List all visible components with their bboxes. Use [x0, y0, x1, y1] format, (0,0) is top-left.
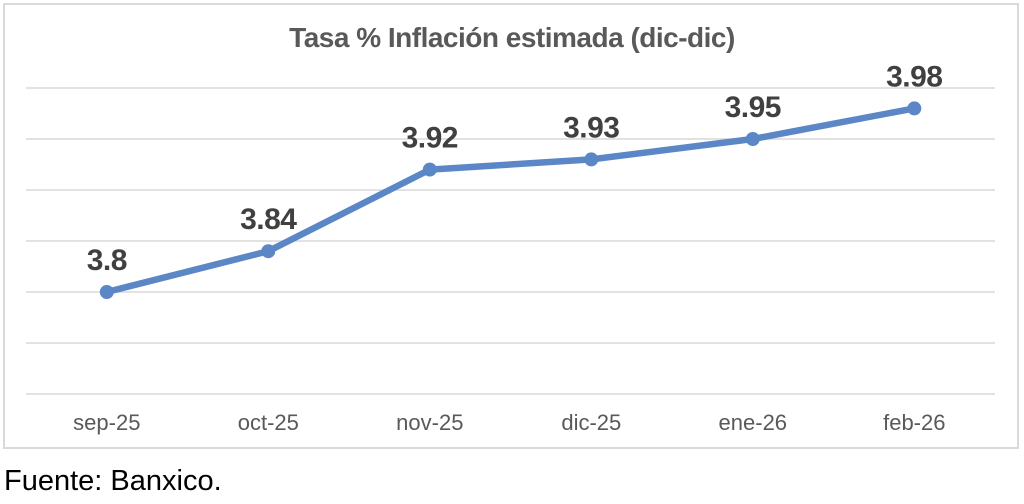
x-axis-label: ene-26	[719, 410, 788, 435]
x-axis-label: nov-25	[396, 410, 463, 435]
data-point	[422, 162, 437, 177]
source-note: Fuente: Banxico.	[4, 465, 222, 497]
series-line	[103, 105, 918, 296]
chart-title: Tasa % Inflación estimada (dic-dic)	[289, 22, 735, 53]
gridlines	[26, 87, 995, 395]
data-point	[261, 244, 276, 259]
x-axis-label: sep-25	[73, 410, 140, 435]
data-label: 3.92	[402, 122, 458, 155]
chart-frame	[3, 3, 1019, 449]
data-point	[745, 132, 760, 146]
series-markers	[99, 101, 922, 299]
data-label: 3.93	[563, 111, 619, 144]
data-label: 3.95	[725, 91, 781, 124]
data-label: 3.8	[87, 244, 127, 277]
series-polyline	[103, 105, 918, 296]
x-axis-label: oct-25	[238, 410, 299, 435]
data-label: 3.98	[886, 60, 942, 93]
x-axis-label: dic-25	[561, 410, 621, 435]
data-point	[907, 101, 922, 116]
data-labels: 3.8 3.84 3.92 3.93 3.95 3.98	[87, 60, 943, 277]
data-point	[99, 285, 114, 299]
data-point	[584, 152, 599, 167]
x-axis-labels: sep-25 oct-25 nov-25 dic-25 ene-26 feb-26	[73, 410, 945, 435]
data-label: 3.84	[240, 203, 297, 236]
x-axis-label: feb-26	[883, 410, 945, 435]
